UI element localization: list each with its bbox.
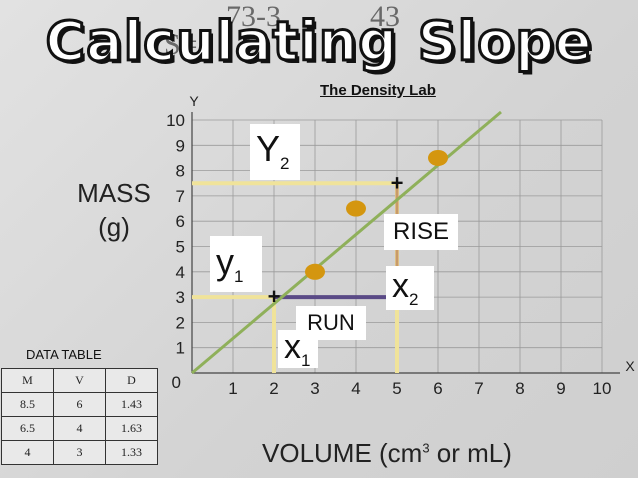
x-axis-label-main: VOLUME (cm (262, 438, 423, 468)
x-tick-label: 8 (515, 379, 524, 398)
slide-title: Calculating Slope (44, 10, 593, 73)
table-cell: 4 (1, 440, 54, 465)
x-tick-label: 5 (392, 379, 401, 398)
data-table-title: DATA TABLE (26, 347, 102, 362)
x-tick-label: 2 (269, 379, 278, 398)
y-axis-letter: Y (189, 93, 199, 109)
table-cell: 6 (53, 392, 106, 417)
y-tick-label: 2 (176, 313, 185, 332)
y-tick-label: 8 (176, 162, 185, 181)
callout-y1-letter: y (216, 241, 234, 282)
x-tick-label: 7 (474, 379, 483, 398)
callout-y1: y1 (210, 236, 262, 292)
y-tick-label: 10 (166, 111, 185, 130)
x-tick-label: 3 (310, 379, 319, 398)
y-axis-label-line1: MASS (77, 178, 151, 208)
callout-y2-letter: Y (256, 128, 281, 169)
table-cell: 1.63 (105, 416, 158, 441)
x-tick-label: 10 (593, 379, 612, 398)
y-tick-label: 5 (176, 238, 185, 257)
x-tick-label: 4 (351, 379, 360, 398)
data-table-header: D (105, 368, 158, 393)
y-tick-label: 7 (176, 187, 185, 206)
origin-label: 0 (172, 373, 181, 392)
callout-x1-subscript: 1 (301, 350, 311, 370)
best-fit-line (191, 110, 502, 375)
y-tick-label: 1 (176, 339, 185, 358)
y-tick-label: 4 (176, 263, 185, 282)
data-point (428, 149, 448, 166)
callout-y2: Y2 (250, 124, 300, 180)
y-axis-label: MASS (g) (64, 176, 164, 244)
table-cell: 1.33 (105, 440, 158, 465)
x-axis-letter: X (625, 358, 635, 374)
x-tick-label: 6 (433, 379, 442, 398)
x-tick-label: 9 (556, 379, 565, 398)
callout-rise: RISE (384, 214, 458, 250)
x-axis-label-tail: or mL) (429, 438, 512, 468)
y-tick-label: 6 (176, 212, 185, 231)
data-table: M V D 8.5 6 1.43 6.5 4 1.63 4 3 1.33 (1, 368, 158, 465)
marked-point-plus: + (268, 284, 281, 309)
callout-x2-letter: x (392, 267, 409, 305)
callout-y1-subscript: 1 (234, 267, 244, 287)
table-row: 4 3 1.33 (1, 440, 158, 465)
table-cell: 3 (53, 440, 106, 465)
callout-x2: x2 (386, 266, 434, 310)
data-point (346, 200, 366, 217)
x-axis-label: VOLUME (cm3 or mL) (262, 438, 512, 469)
lab-title: The Density Lab (320, 82, 436, 99)
callout-x2-subscript: 2 (409, 289, 419, 309)
table-row: 6.5 4 1.63 (1, 416, 158, 441)
data-table-header: M (1, 368, 54, 393)
table-cell: 6.5 (1, 416, 54, 441)
callout-run: RUN (296, 306, 366, 340)
x-axis-label-superscript: 3 (422, 440, 430, 456)
data-table-header: V (53, 368, 106, 393)
data-point (305, 263, 325, 280)
data-table-header-row: M V D (1, 368, 158, 393)
table-cell: 1.43 (105, 392, 158, 417)
table-cell: 8.5 (1, 392, 54, 417)
y-tick-label: 3 (176, 288, 185, 307)
y-tick-label: 9 (176, 136, 185, 155)
table-cell: 4 (53, 416, 106, 441)
marked-point-plus: + (391, 170, 404, 195)
callout-y2-subscript: 2 (280, 154, 290, 174)
table-row: 8.5 6 1.43 (1, 392, 158, 417)
x-tick-label: 1 (228, 379, 237, 398)
y-axis-label-line2: (g) (98, 212, 130, 242)
